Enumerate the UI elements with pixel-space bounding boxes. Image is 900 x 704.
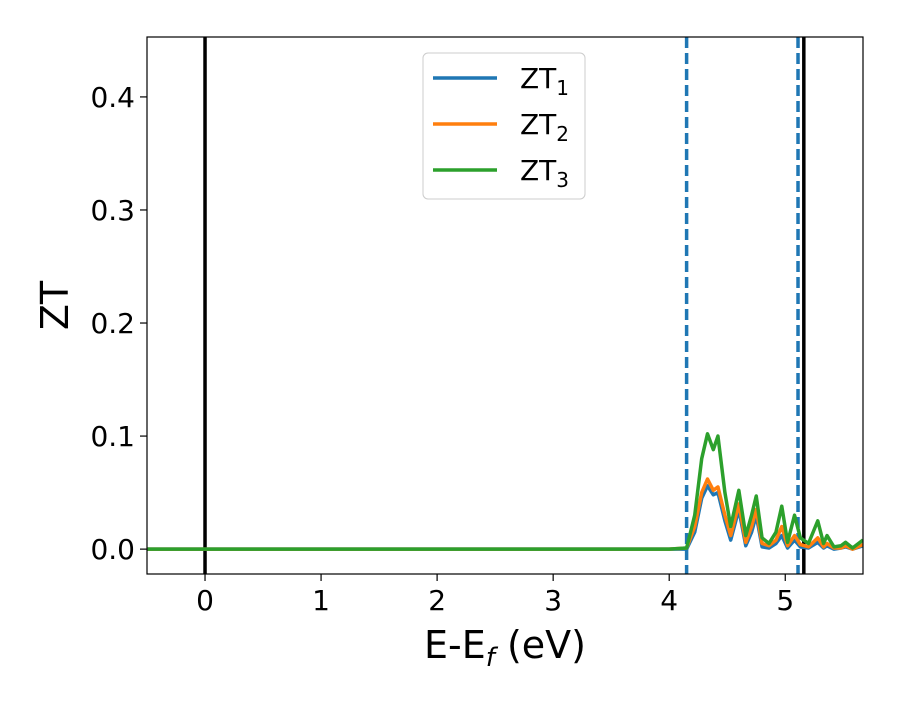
legend-sub: 2	[556, 122, 569, 146]
legend-box	[422, 52, 586, 200]
legend-name: ZT	[520, 108, 557, 141]
x-tick-label: 4	[660, 584, 678, 617]
legend-label: ZT2	[520, 108, 569, 146]
y-tick-label: 0.2	[90, 307, 135, 340]
x-tick-label: 2	[428, 584, 446, 617]
legend-sub: 3	[556, 168, 569, 192]
x-tick-label: 1	[312, 584, 330, 617]
x-axis-label: E-Ef (eV)	[424, 623, 586, 673]
x-axis-label-part: (eV)	[495, 623, 586, 667]
y-tick-label: 0.3	[90, 194, 135, 227]
legend-label: ZT1	[520, 62, 569, 100]
legend-sub: 1	[556, 76, 569, 100]
y-tick-label: 0.4	[90, 81, 135, 114]
legend-name: ZT	[520, 62, 557, 95]
x-axis-label-part: E-E	[424, 623, 486, 667]
y-tick-label: 0.1	[90, 420, 135, 453]
x-tick-label: 3	[544, 584, 562, 617]
data-line	[147, 432, 863, 551]
data-line	[147, 477, 863, 551]
x-tick-label: 0	[196, 584, 214, 617]
legend-name: ZT	[520, 154, 557, 187]
y-tick-label: 0.0	[90, 533, 135, 566]
plot-area	[147, 37, 863, 574]
plot-frame	[146, 36, 864, 575]
legend-label: ZT3	[520, 154, 569, 192]
x-tick-label: 5	[776, 584, 794, 617]
y-axis-label: ZT	[33, 280, 77, 330]
